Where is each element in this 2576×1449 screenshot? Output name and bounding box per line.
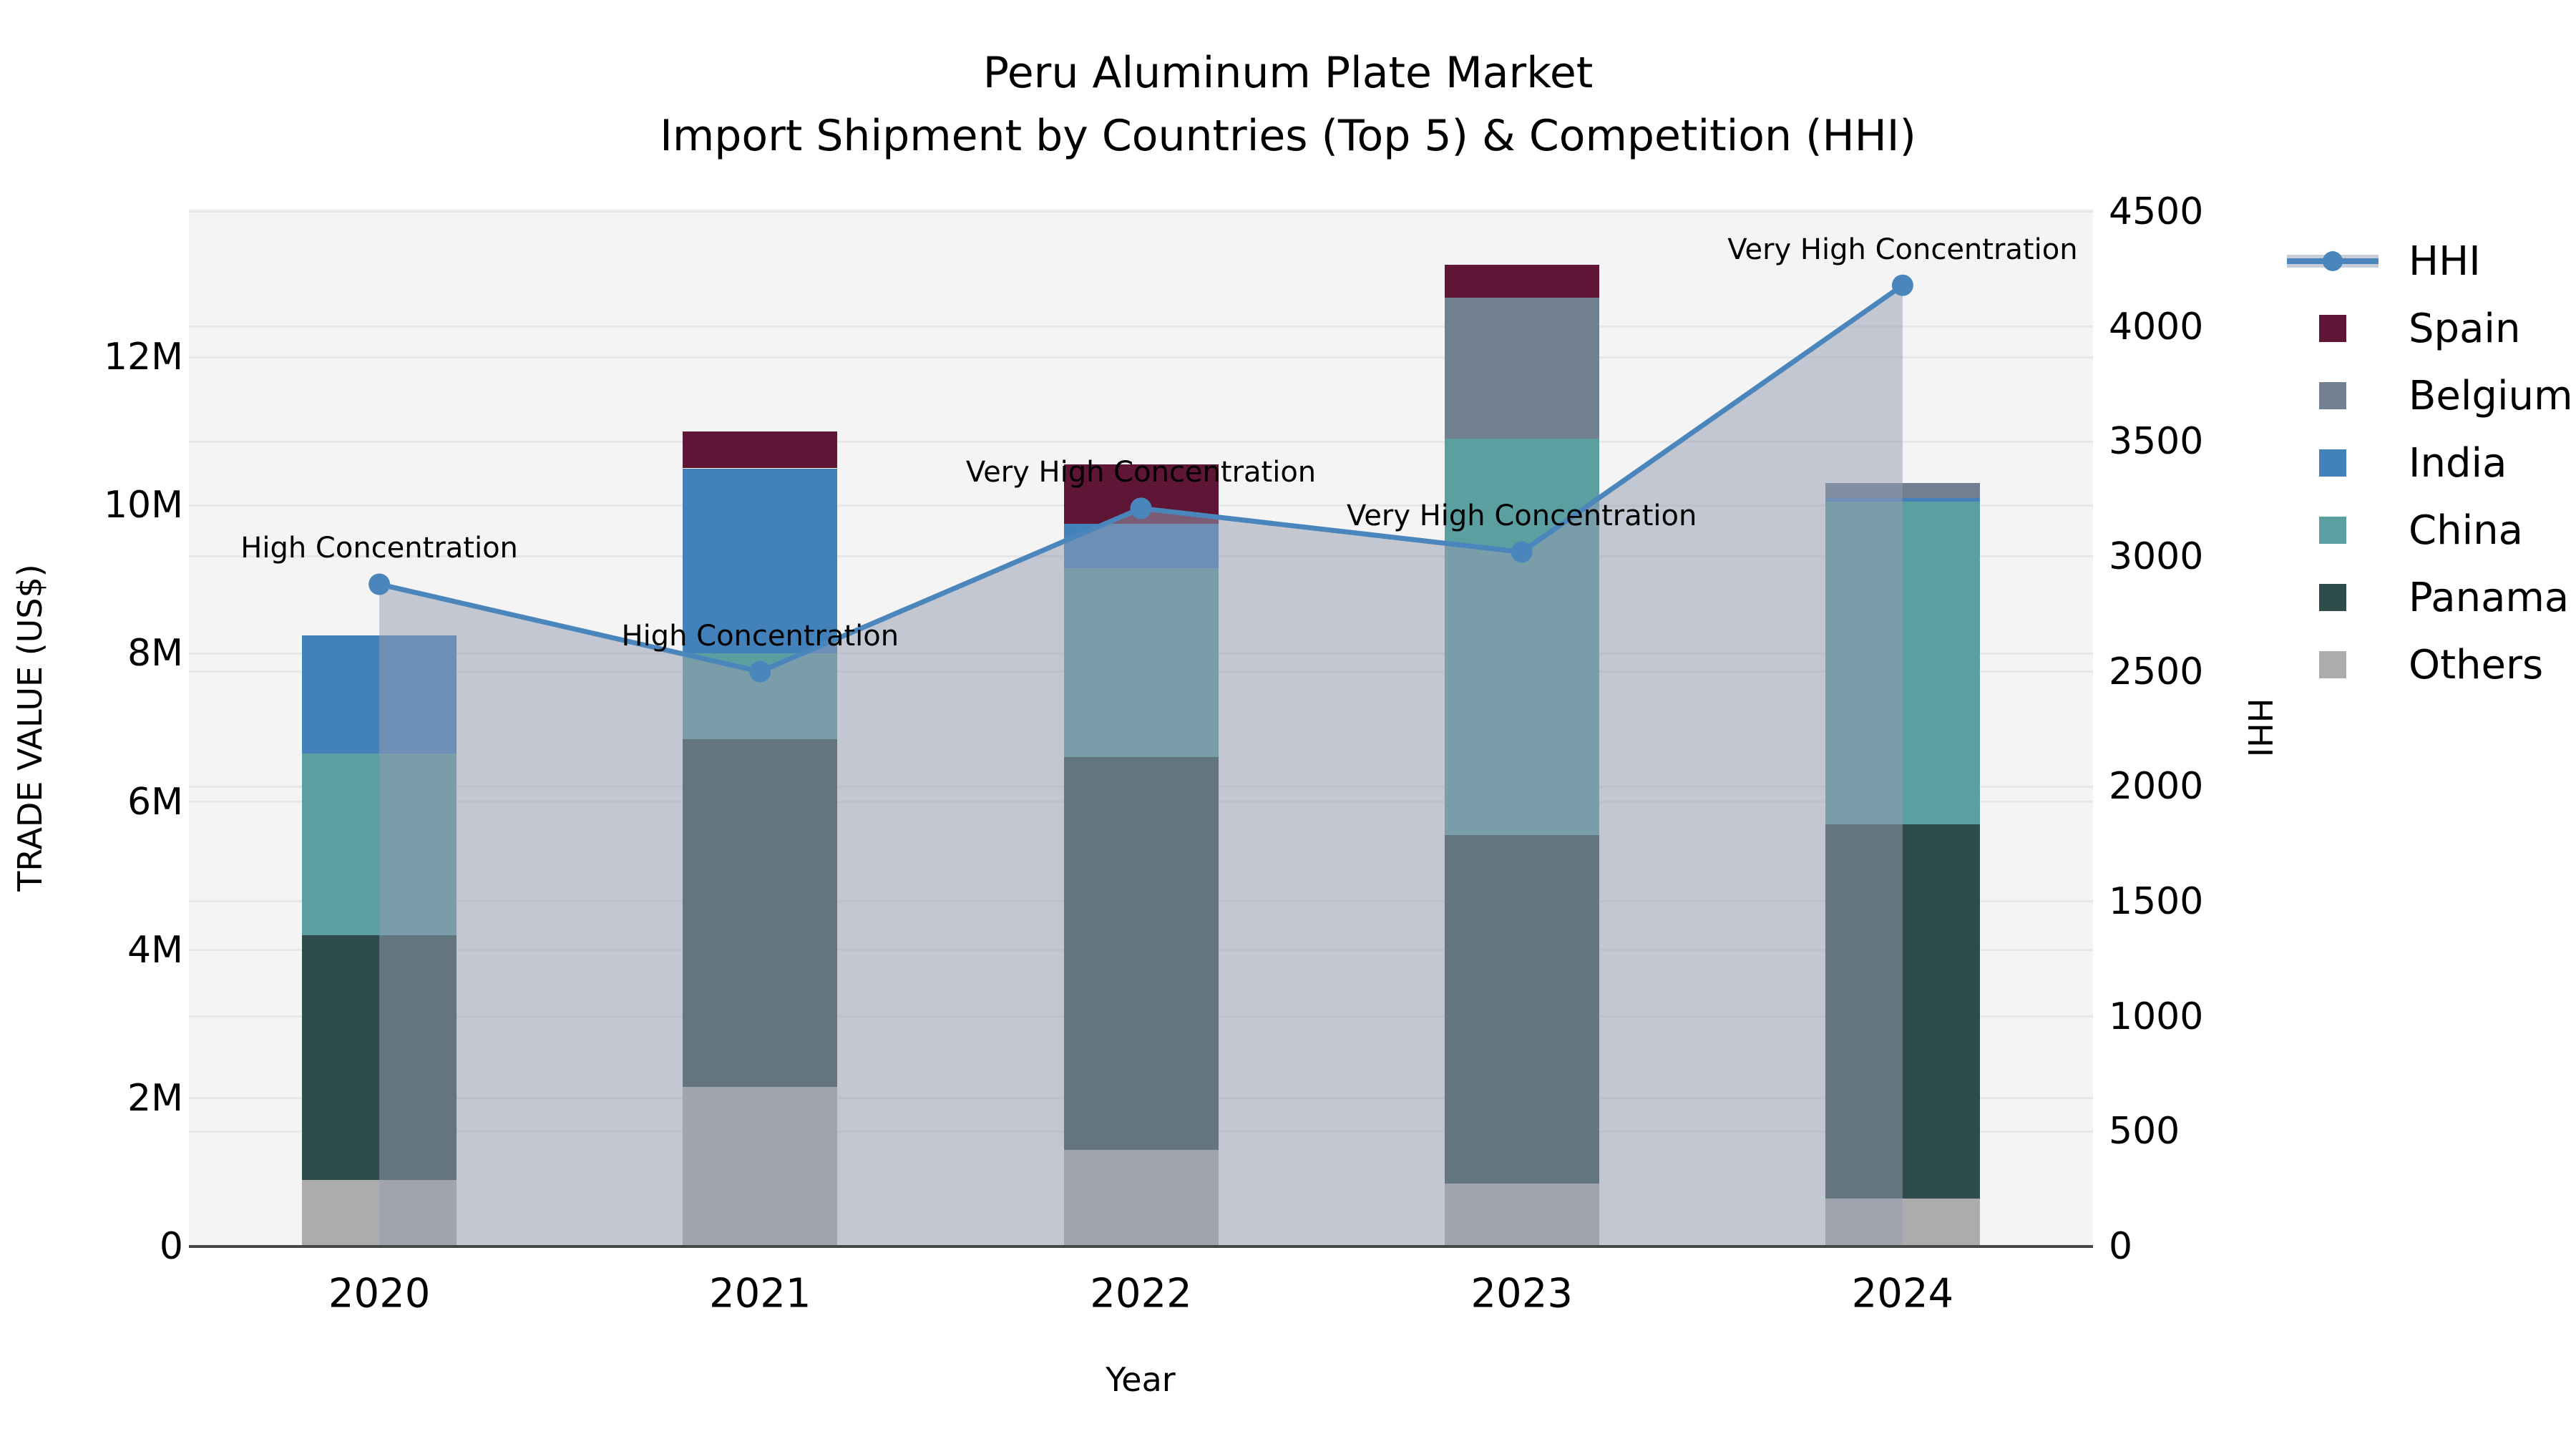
legend-entry-china: China: [2287, 497, 2573, 564]
x-axis-label: Year: [1106, 1360, 1176, 1399]
hhi-area-fill: [379, 285, 1903, 1246]
y-tick-left-8M: 8M: [127, 632, 183, 675]
gridline-right-4000: [189, 326, 2093, 328]
legend-label-belgium: Belgium: [2409, 372, 2573, 419]
bar-segment-india-2021: [683, 468, 838, 654]
hhi-line-legend-icon: [2287, 248, 2379, 274]
gridline-left-12M: [189, 356, 2093, 358]
spain-swatch-icon: [2287, 315, 2379, 342]
legend-label-spain: Spain: [2409, 305, 2521, 352]
china-swatch-icon: [2287, 517, 2379, 544]
hhi-marker-2020: [369, 573, 391, 595]
legend-entry-panama: Panama: [2287, 564, 2573, 631]
y-axis-label-left: TRADE VALUE (US$): [11, 564, 49, 892]
y-tick-right-2500: 2500: [2109, 650, 2204, 693]
hhi-marker-2022: [1130, 497, 1152, 519]
legend-entry-spain: Spain: [2287, 295, 2573, 362]
panama-swatch-icon: [2287, 584, 2379, 611]
bar-segment-belgium-2023: [1444, 298, 1599, 439]
hhi-annotation-2024: Very High Concentration: [1727, 233, 2078, 266]
bar-segment-spain-2021: [683, 431, 838, 469]
legend-label-others: Others: [2409, 641, 2544, 688]
y-tick-left-10M: 10M: [103, 484, 183, 527]
hhi-line-chart: [369, 274, 1913, 1246]
hhi-annotation-2022: Very High Concentration: [965, 456, 1317, 489]
y-tick-right-0: 0: [2109, 1225, 2133, 1268]
bar-segment-spain-2023: [1444, 264, 1599, 298]
y-tick-right-2000: 2000: [2109, 765, 2204, 809]
y-tick-left-4M: 4M: [127, 928, 183, 972]
y-tick-right-3000: 3000: [2109, 535, 2204, 578]
hhi-marker-2024: [1891, 274, 1913, 296]
y-tick-left-12M: 12M: [103, 336, 183, 379]
others-swatch-icon: [2287, 651, 2379, 678]
legend: HHI Spain Belgium India China Panama Others: [2287, 228, 2573, 698]
chart-title-line2: Import Shipment by Countries (Top 5) & C…: [660, 111, 1916, 161]
india-swatch-icon: [2287, 449, 2379, 477]
y-axis-label-right: HHI: [2240, 698, 2279, 758]
y-tick-right-4500: 4500: [2109, 190, 2204, 233]
x-tick-2023: 2023: [1470, 1270, 1573, 1317]
y-tick-right-1000: 1000: [2109, 995, 2204, 1038]
y-tick-left-0: 0: [159, 1225, 183, 1268]
y-tick-right-500: 500: [2109, 1110, 2180, 1153]
chart-title: Peru Aluminum Plate Market Import Shipme…: [0, 42, 2576, 167]
legend-label-hhi: HHI: [2409, 238, 2481, 285]
hhi-annotation-2020: High Concentration: [240, 532, 518, 565]
x-tick-2020: 2020: [328, 1270, 431, 1317]
belgium-swatch-icon: [2287, 382, 2379, 409]
legend-label-panama: Panama: [2409, 574, 2570, 621]
hhi-annotation-2021: High Concentration: [621, 619, 899, 653]
y-tick-left-2M: 2M: [127, 1076, 183, 1120]
legend-label-china: China: [2409, 507, 2523, 554]
y-tick-right-4000: 4000: [2109, 305, 2204, 348]
plot-area: High Concentration High Concentration Very…: [189, 209, 2093, 1248]
legend-label-india: India: [2409, 439, 2507, 487]
chart-title-line1: Peru Aluminum Plate Market: [982, 48, 1594, 98]
gridline-right-4500: [189, 210, 2093, 213]
y-tick-right-1500: 1500: [2109, 879, 2204, 923]
legend-entry-others: Others: [2287, 631, 2573, 698]
y-tick-right-3500: 3500: [2109, 420, 2204, 464]
x-tick-2021: 2021: [709, 1270, 811, 1317]
hhi-marker-2023: [1511, 541, 1533, 563]
x-tick-2024: 2024: [1851, 1270, 1954, 1317]
legend-entry-india: India: [2287, 429, 2573, 497]
x-tick-2022: 2022: [1090, 1270, 1192, 1317]
hhi-annotation-2023: Very High Concentration: [1347, 499, 1697, 533]
x-axis-spine: [189, 1245, 2093, 1248]
hhi-marker-2021: [749, 660, 771, 683]
y-tick-left-6M: 6M: [127, 780, 183, 824]
legend-entry-hhi: HHI: [2287, 228, 2573, 295]
gridline-right-3500: [189, 440, 2093, 443]
legend-entry-belgium: Belgium: [2287, 362, 2573, 429]
